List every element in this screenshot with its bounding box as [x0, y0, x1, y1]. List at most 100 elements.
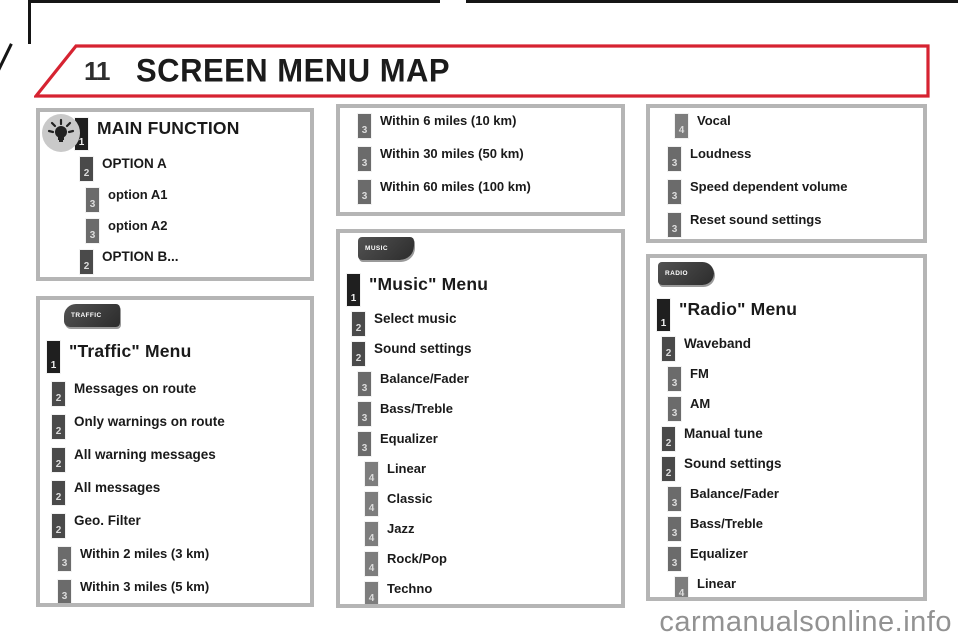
menu-item-label: Waveband — [684, 336, 752, 351]
menu-item: 2 Messages on route — [40, 381, 310, 407]
level-badge: 4 — [364, 551, 379, 577]
menu-item-label: MAIN FUNCTION — [97, 118, 240, 138]
menu-item-label: "Traffic" Menu — [69, 341, 192, 361]
level-badge: 1 — [46, 340, 61, 374]
menu-item: 3 AM — [650, 396, 923, 422]
menu-item: 3 Balance/Fader — [650, 486, 923, 512]
menu-item: 4 Linear — [650, 576, 923, 597]
menu-item: 2 All messages — [40, 480, 310, 506]
menu-item-label: Jazz — [387, 521, 415, 536]
level-badge: 4 — [674, 576, 689, 597]
header-red-border — [34, 44, 930, 98]
menu-item-label: Equalizer — [690, 546, 748, 561]
level-badge: 3 — [667, 546, 682, 572]
geo-distances-box: 3 Within 6 miles (10 km) 3 Within 30 miles … — [336, 104, 625, 216]
menu-item-label: Rock/Pop — [387, 551, 447, 566]
menu-item: 2 OPTION B... — [40, 249, 310, 275]
level-badge: 3 — [85, 187, 100, 213]
menu-item-label: option A1 — [108, 187, 168, 202]
level-badge: 3 — [85, 218, 100, 244]
chapter-number: 11 — [84, 56, 110, 86]
radio-menu-box: RADIO 1 "Radio" Menu 2 Waveband 3 FM 3 AM 2 Manua… — [646, 254, 927, 601]
menu-item-label: Within 30 miles (50 km) — [380, 146, 524, 161]
menu-item-label: Balance/Fader — [380, 371, 469, 386]
menu-item-label: OPTION A — [102, 156, 167, 171]
level-badge: 4 — [364, 461, 379, 487]
menu-item: 3 Within 30 miles (50 km) — [340, 146, 621, 172]
level-badge: 3 — [667, 516, 682, 542]
traffic-button-icon: TRAFFIC — [64, 304, 120, 327]
menu-item: 2 Sound settings — [650, 456, 923, 482]
level-badge: 3 — [357, 146, 372, 172]
menu-item: 3 Bass/Treble — [340, 401, 621, 427]
level-badge: 3 — [667, 146, 682, 172]
traffic-button-label: TRAFFIC — [71, 312, 102, 319]
scan-edge-line-left — [28, 0, 31, 44]
menu-item: 2 Select music — [340, 311, 621, 337]
menu-item: 2 OPTION A — [40, 156, 310, 182]
level-badge: 2 — [51, 381, 66, 407]
menu-item: 2 Geo. Filter — [40, 513, 310, 539]
menu-item: 2 Manual tune — [650, 426, 923, 452]
level-badge: 3 — [667, 366, 682, 392]
menu-item-label: Sound settings — [684, 456, 782, 471]
level-badge: 1 — [346, 273, 361, 307]
level-badge: 4 — [674, 113, 689, 139]
menu-item-label: All warning messages — [74, 447, 216, 462]
menu-item-label: "Radio" Menu — [679, 299, 798, 319]
menu-item-label: Only warnings on route — [74, 414, 225, 429]
level-badge: 2 — [51, 414, 66, 440]
level-badge: 3 — [667, 179, 682, 205]
menu-item-label: Vocal — [697, 113, 731, 128]
watermark: carmanualsonline.info — [659, 606, 952, 638]
menu-item-label: "Music" Menu — [369, 274, 489, 294]
menu-item: 3 Reset sound settings — [650, 212, 923, 238]
radio-button-icon: RADIO — [658, 262, 714, 285]
menu-item-label: Geo. Filter — [74, 513, 141, 528]
menu-item-label: Techno — [387, 581, 433, 596]
menu-item-label: Loudness — [690, 146, 752, 161]
music-button-label: MUSIC — [365, 245, 388, 252]
menu-item: 2 Waveband — [650, 336, 923, 362]
radio-button-label: RADIO — [665, 270, 688, 277]
menu-item-label: Reset sound settings — [690, 212, 822, 227]
menu-item-label: Within 60 miles (100 km) — [380, 179, 531, 194]
menu-item: 3 option A1 — [40, 187, 310, 213]
menu-item: 3 Within 2 miles (3 km) — [40, 546, 310, 572]
scan-edge-line-top-right — [466, 0, 958, 3]
level-badge: 2 — [51, 513, 66, 539]
level-badge: 2 — [51, 480, 66, 506]
scan-edge-mark-diagonal — [0, 43, 13, 77]
level-badge: 2 — [351, 311, 366, 337]
menu-item: 2 All warning messages — [40, 447, 310, 473]
level-badge: 3 — [357, 113, 372, 139]
menu-item-label: Sound settings — [374, 341, 472, 356]
menu-item-label: Linear — [387, 461, 427, 476]
level-badge: 3 — [357, 179, 372, 205]
menu-item-label: Equalizer — [380, 431, 438, 446]
menu-item-label: Messages on route — [74, 381, 197, 396]
menu-item-label: Within 2 miles (3 km) — [80, 546, 210, 561]
menu-item: 4 Rock/Pop — [340, 551, 621, 577]
level-badge: 2 — [661, 426, 676, 452]
menu-item-label: OPTION B... — [102, 249, 179, 264]
menu-item-label: option A2 — [108, 218, 168, 233]
level-badge: 3 — [357, 371, 372, 397]
menu-item-label: Balance/Fader — [690, 486, 779, 501]
level-badge: 2 — [661, 336, 676, 362]
level-badge: 2 — [661, 456, 676, 482]
level-badge: 4 — [364, 491, 379, 517]
menu-item-label: Manual tune — [684, 426, 763, 441]
main-function-box: 1 MAIN FUNCTION 2 OPTION A 3 option A1 3 option… — [36, 108, 314, 281]
menu-item-label: AM — [690, 396, 711, 411]
menu-item: 3 option A2 — [40, 218, 310, 244]
menu-item: 3 Within 6 miles (10 km) — [340, 113, 621, 139]
level-badge: 4 — [364, 521, 379, 547]
menu-item: 3 FM — [650, 366, 923, 392]
menu-item-label: Bass/Treble — [380, 401, 453, 416]
menu-item: 4 Vocal — [650, 113, 923, 139]
menu-item-label: Bass/Treble — [690, 516, 763, 531]
menu-item: 1 "Music" Menu — [340, 273, 621, 307]
menu-item: 3 Within 3 miles (5 km) — [40, 579, 310, 603]
bulb-icon — [41, 113, 81, 158]
